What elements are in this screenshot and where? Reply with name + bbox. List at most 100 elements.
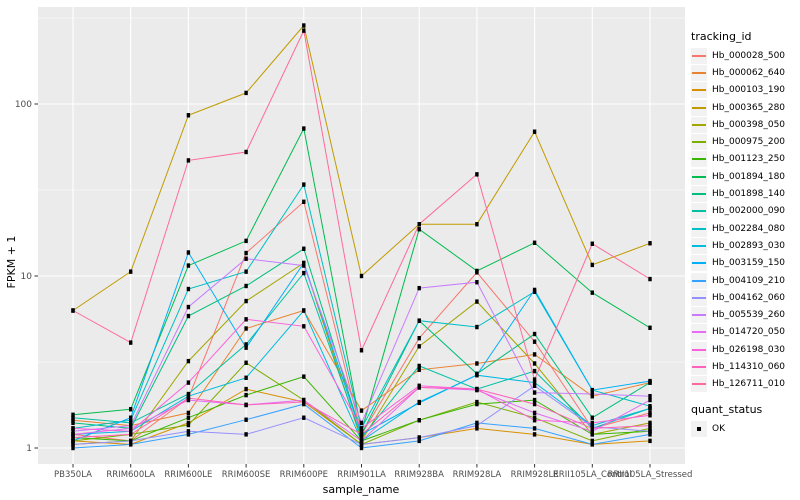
legend-item-label: Hb_003159_150: [712, 258, 786, 269]
series-color-swatch: [692, 314, 706, 317]
legend-item-Hb_014720_050: Hb_014720_050: [691, 324, 799, 341]
legend-item-Hb_002000_090: Hb_002000_090: [691, 203, 799, 220]
legend-item-label: Hb_026198_030: [712, 344, 786, 355]
legend-item-Hb_005539_260: Hb_005539_260: [691, 306, 799, 324]
black-square-point-icon: [697, 426, 701, 431]
x-tick-label: RRIM901LA: [337, 470, 386, 480]
series-color-swatch: [692, 227, 706, 230]
legend-item-label: Hb_002284_080: [712, 223, 786, 234]
legend-key: [691, 237, 707, 254]
legend-key: [691, 47, 707, 64]
series-color-swatch: [692, 383, 706, 386]
legend-item-Hb_000028_500: Hb_000028_500: [691, 47, 799, 64]
series-color-swatch: [692, 365, 706, 368]
legend-item-label: Hb_001894_180: [712, 171, 786, 182]
legend-item-Hb_000975_200: Hb_000975_200: [691, 133, 799, 151]
legend-item-label: Hb_000975_200: [712, 137, 786, 148]
y-tick-label: 10: [21, 272, 33, 282]
legend-item-Hb_026198_030: Hb_026198_030: [691, 341, 799, 358]
series-color-swatch: [692, 175, 706, 178]
x-tick-label: RRII105LA_Control: [553, 470, 632, 480]
legend-key: [691, 116, 707, 133]
series-color-swatch: [692, 193, 706, 196]
y-axis-tick-labels: 1 10 100: [15, 100, 32, 454]
series-color-swatch: [692, 331, 706, 334]
legend-item-label: Hb_001898_140: [712, 189, 786, 200]
legend-item-label: Hb_014720_050: [712, 327, 786, 338]
legend-key: [691, 82, 707, 99]
legend-key: [691, 99, 707, 116]
legend-key: [691, 203, 707, 220]
x-tick-label: RRIM928LA: [453, 470, 502, 480]
tracking-id-legend-title: tracking_id: [691, 30, 752, 43]
legend-item-label: Hb_126711_010: [712, 379, 786, 390]
legend-item-Hb_001123_250: Hb_001123_250: [691, 151, 799, 168]
legend-key: [691, 220, 707, 237]
legend-key: [691, 341, 707, 358]
legend-item-label: Hb_004162_060: [712, 292, 786, 303]
legend-item-Hb_126711_010: Hb_126711_010: [691, 376, 799, 393]
legend-item-Hb_000365_280: Hb_000365_280: [691, 99, 799, 116]
legend-item-label: Hb_004109_210: [712, 275, 786, 286]
legend-key: [691, 376, 707, 393]
legend-item-Hb_000398_050: Hb_000398_050: [691, 116, 799, 133]
quant-status-legend-title: quant_status: [691, 403, 763, 416]
legend-key: [691, 151, 707, 168]
y-axis-title: FPKM + 1: [5, 236, 18, 289]
legend-key: [691, 134, 707, 151]
x-tick-label: PB350LA: [54, 470, 92, 480]
legend-item-label: Hb_000028_500: [712, 50, 786, 61]
legend-key: [691, 186, 707, 203]
x-axis-title: sample_name: [323, 483, 400, 496]
series-color-swatch: [692, 123, 706, 126]
legend-item-label: Hb_000103_190: [712, 85, 786, 96]
x-tick-label: RRIM600LE: [164, 470, 212, 480]
series-color-swatch: [692, 296, 706, 299]
legend-item-label: OK: [712, 423, 725, 434]
legend-item-Hb_001898_140: Hb_001898_140: [691, 185, 799, 203]
legend-key: [691, 324, 707, 341]
legend-item-Hb_002893_030: Hb_002893_030: [691, 237, 799, 254]
series-color-swatch: [692, 71, 706, 74]
axis-tick-marks: [34, 103, 651, 468]
legend-key: [691, 307, 707, 324]
legend-item-label: Hb_114310_060: [712, 361, 786, 372]
x-tick-label: RRIM928LE: [511, 470, 559, 480]
series-color-swatch: [692, 106, 706, 109]
legend-key: [691, 168, 707, 185]
series-color-swatch: [692, 89, 706, 92]
y-tick-label: 100: [15, 100, 32, 110]
legend-item-label: Hb_002000_090: [712, 206, 786, 217]
series-color-swatch: [692, 279, 706, 282]
legend-item-Hb_004109_210: Hb_004109_210: [691, 272, 799, 289]
series-color-swatch: [692, 244, 706, 247]
legend-item: OK: [691, 420, 799, 437]
series-color-swatch: [692, 262, 706, 265]
legend-item-Hb_000062_640: Hb_000062_640: [691, 64, 799, 81]
series-color-swatch: [692, 158, 706, 161]
series-color-swatch: [692, 141, 706, 144]
x-axis-tick-labels: PB350LA RRIM600LA RRIM600LE RRIM600SE RRIM60…: [54, 470, 692, 480]
legend-item-Hb_114310_060: Hb_114310_060: [691, 358, 799, 375]
series-color-swatch: [692, 54, 706, 57]
legend-item-Hb_004162_060: Hb_004162_060: [691, 289, 799, 306]
series-color-swatch: [692, 348, 706, 351]
legend-item-Hb_003159_150: Hb_003159_150: [691, 255, 799, 272]
x-tick-label: RRIM600PE: [280, 470, 328, 480]
legend-key: [691, 289, 707, 306]
legend-item-label: Hb_000365_280: [712, 102, 786, 113]
legend-item-Hb_001894_180: Hb_001894_180: [691, 168, 799, 185]
tracking-id-legend: tracking_id Hb_000028_500 Hb_000062_640 Hb…: [691, 30, 799, 393]
legend-item-label: Hb_005539_260: [712, 310, 786, 321]
series-color-swatch: [692, 210, 706, 213]
x-tick-label: RRIM600SE: [222, 470, 271, 480]
legend-key: [691, 420, 707, 437]
legend-key: [691, 272, 707, 289]
x-tick-label: RRIM928BA: [394, 470, 444, 480]
x-tick-label: RRII105LA_Stressed: [608, 470, 693, 480]
quant-status-points: [71, 23, 652, 451]
legend-item-label: Hb_002893_030: [712, 240, 786, 251]
legend-item-Hb_002284_080: Hb_002284_080: [691, 220, 799, 237]
legend-item-label: Hb_000062_640: [712, 67, 786, 78]
